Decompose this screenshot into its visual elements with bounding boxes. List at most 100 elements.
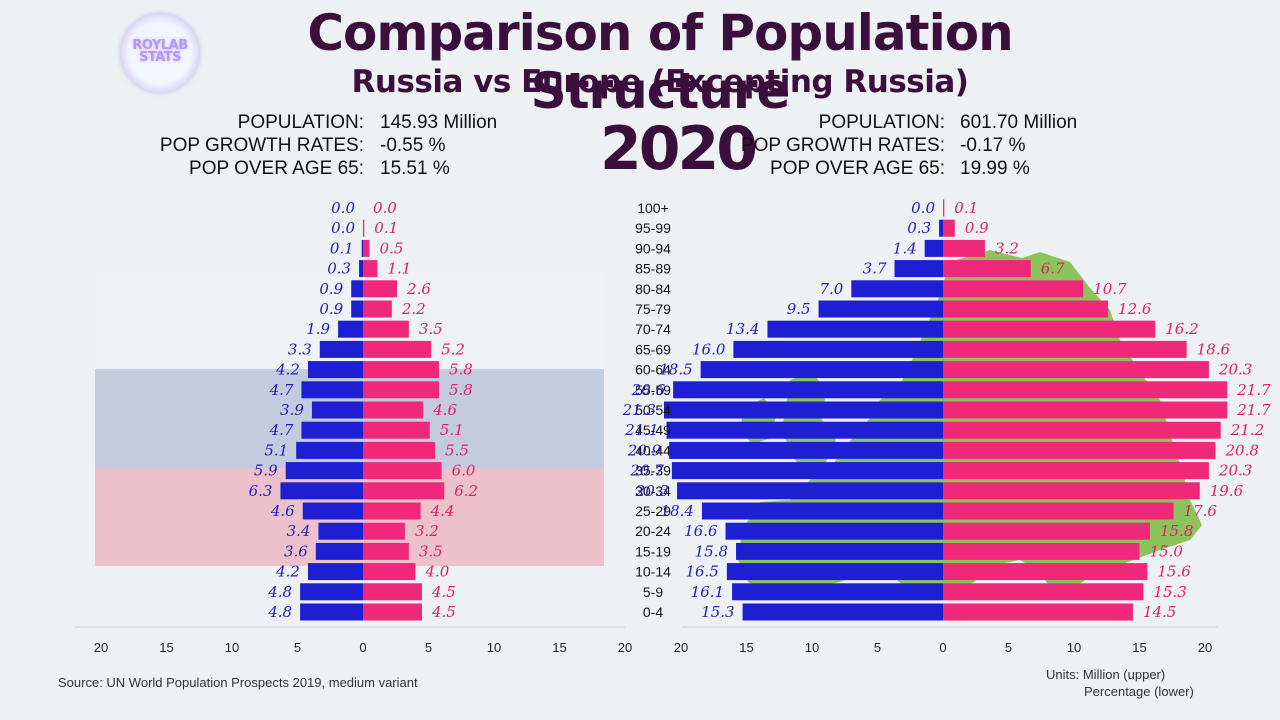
russia-female-bar xyxy=(363,522,405,540)
russia-male-bar xyxy=(302,502,363,520)
russia-female-value-label: 5.2 xyxy=(441,340,465,358)
europe-male-value-label: 1.4 xyxy=(893,239,917,257)
russia-female-value-label: 3.2 xyxy=(415,522,439,540)
russia-female-bar xyxy=(363,603,422,621)
russia-female-bar xyxy=(363,361,439,379)
russia-male-value-label: 0.3 xyxy=(327,260,351,278)
russia-male-bar xyxy=(285,462,363,480)
europe-x-tick-label: 10 xyxy=(805,640,819,655)
russia-female-value-label: 5.8 xyxy=(449,381,473,399)
europe-male-value-label: 0.0 xyxy=(911,199,935,217)
russia-male-value-label: 0.0 xyxy=(331,199,355,217)
europe-population-value: 601.70 Million xyxy=(960,112,1078,133)
russia-female-value-label: 4.5 xyxy=(431,603,456,621)
russia-over65-value: 15.51 % xyxy=(380,158,450,179)
europe-female-bar xyxy=(943,462,1209,480)
russia-male-bar xyxy=(307,361,363,379)
russia-female-value-label: 5.8 xyxy=(449,361,473,379)
europe-female-bar xyxy=(943,583,1144,601)
russia-female-bar xyxy=(363,583,422,601)
europe-male-bar xyxy=(742,603,943,621)
europe-female-bar xyxy=(943,219,955,237)
europe-female-value-label: 18.6 xyxy=(1197,340,1231,358)
russia-male-value-label: 0.9 xyxy=(319,280,343,298)
russia-female-bar xyxy=(363,239,370,257)
russia-female-value-label: 1.1 xyxy=(387,260,411,278)
russia-x-tick-label: 20 xyxy=(94,640,108,655)
europe-male-bar xyxy=(725,522,943,540)
russia-female-bar xyxy=(363,300,392,318)
age-group-label: 60-64 xyxy=(635,362,671,378)
russia-over65-label: POP OVER AGE 65: xyxy=(189,158,364,179)
russia-male-bar xyxy=(319,340,363,358)
bars xyxy=(280,199,1228,621)
russia-x-tick-label: 10 xyxy=(487,640,501,655)
russia-male-bar xyxy=(361,239,363,257)
russia-female-value-label: 4.6 xyxy=(432,401,457,419)
russia-male-value-label: 0.9 xyxy=(319,300,343,318)
europe-male-value-label: 0.3 xyxy=(907,219,931,237)
age-group-label: 70-74 xyxy=(635,321,671,337)
europe-female-value-label: 16.2 xyxy=(1165,320,1198,338)
russia-female-value-label: 3.5 xyxy=(419,542,443,560)
europe-growth-label: POP GROWTH RATES: xyxy=(740,135,945,156)
europe-female-bar xyxy=(943,603,1133,621)
russia-male-value-label: 0.1 xyxy=(330,239,354,257)
logo-text: ROYLAB STATS xyxy=(132,38,188,65)
europe-female-bar xyxy=(943,522,1150,540)
russia-female-value-label: 0.0 xyxy=(373,199,397,217)
age-group-label: 0-4 xyxy=(643,604,663,620)
europe-female-value-label: 10.7 xyxy=(1093,280,1127,298)
europe-female-bar xyxy=(943,361,1209,379)
russia-female-bar xyxy=(363,563,416,581)
russia-male-value-label: 5.9 xyxy=(254,462,278,480)
russia-male-bar xyxy=(351,300,363,318)
europe-female-value-label: 15.0 xyxy=(1150,542,1184,560)
europe-male-value-label: 20.9 xyxy=(627,441,662,459)
russia-male-value-label: 3.4 xyxy=(287,522,311,540)
europe-female-bar xyxy=(943,542,1140,560)
russia-male-bar xyxy=(318,522,363,540)
europe-male-value-label: 16.1 xyxy=(691,583,724,601)
russia-x-tick-label: 10 xyxy=(225,640,239,655)
russia-female-value-label: 2.6 xyxy=(406,280,431,298)
value-labels: 0.0 0.0 100+ 0.0 0.1 95-99 0.1 0.5 90-94 0.3 1.1 85… xyxy=(249,199,1272,621)
age-group-label: 35-39 xyxy=(635,463,671,479)
russia-male-value-label: 0.0 xyxy=(331,219,355,237)
russia-male-value-label: 4.8 xyxy=(267,603,292,621)
russia-male-bar xyxy=(300,603,363,621)
age-group-label: 80-84 xyxy=(635,281,671,297)
europe-male-value-label: 15.3 xyxy=(701,603,734,621)
europe-female-value-label: 20.3 xyxy=(1218,462,1252,480)
europe-male-bar xyxy=(939,219,943,237)
europe-x-tick-label: 5 xyxy=(1005,640,1012,655)
russia-male-value-label: 4.7 xyxy=(269,381,294,399)
russia-female-bar xyxy=(363,542,409,560)
russia-female-value-label: 6.2 xyxy=(454,482,478,500)
russia-male-value-label: 6.3 xyxy=(249,482,273,500)
russia-female-value-label: 4.5 xyxy=(431,583,456,601)
europe-female-value-label: 12.6 xyxy=(1118,300,1152,318)
russia-male-value-label: 3.9 xyxy=(280,401,304,419)
russia-male-value-label: 5.1 xyxy=(264,441,288,459)
europe-male-bar xyxy=(894,260,943,278)
europe-female-bar xyxy=(943,320,1156,338)
europe-male-value-label: 16.6 xyxy=(684,522,718,540)
europe-female-value-label: 6.7 xyxy=(1041,260,1065,278)
europe-male-value-label: 21.1 xyxy=(624,421,658,439)
europe-male-value-label: 9.5 xyxy=(787,300,811,318)
russia-female-bar xyxy=(363,219,365,237)
europe-female-value-label: 14.5 xyxy=(1143,603,1176,621)
europe-male-value-label: 18.5 xyxy=(659,361,692,379)
europe-female-bar xyxy=(943,300,1109,318)
russia-male-bar xyxy=(296,441,363,459)
units-note: Units: Million (upper) Percentage (lower… xyxy=(1046,667,1194,699)
europe-male-bar xyxy=(677,482,943,500)
europe-female-bar xyxy=(943,199,945,217)
europe-female-value-label: 21.2 xyxy=(1230,421,1264,439)
europe-x-tick-label: 15 xyxy=(739,640,753,655)
europe-female-value-label: 19.6 xyxy=(1210,482,1244,500)
russia-male-value-label: 4.7 xyxy=(269,421,294,439)
page-subtitle: Russia vs Europe (Excepting Russia) xyxy=(351,64,969,100)
age-group-label: 15-19 xyxy=(635,543,671,559)
